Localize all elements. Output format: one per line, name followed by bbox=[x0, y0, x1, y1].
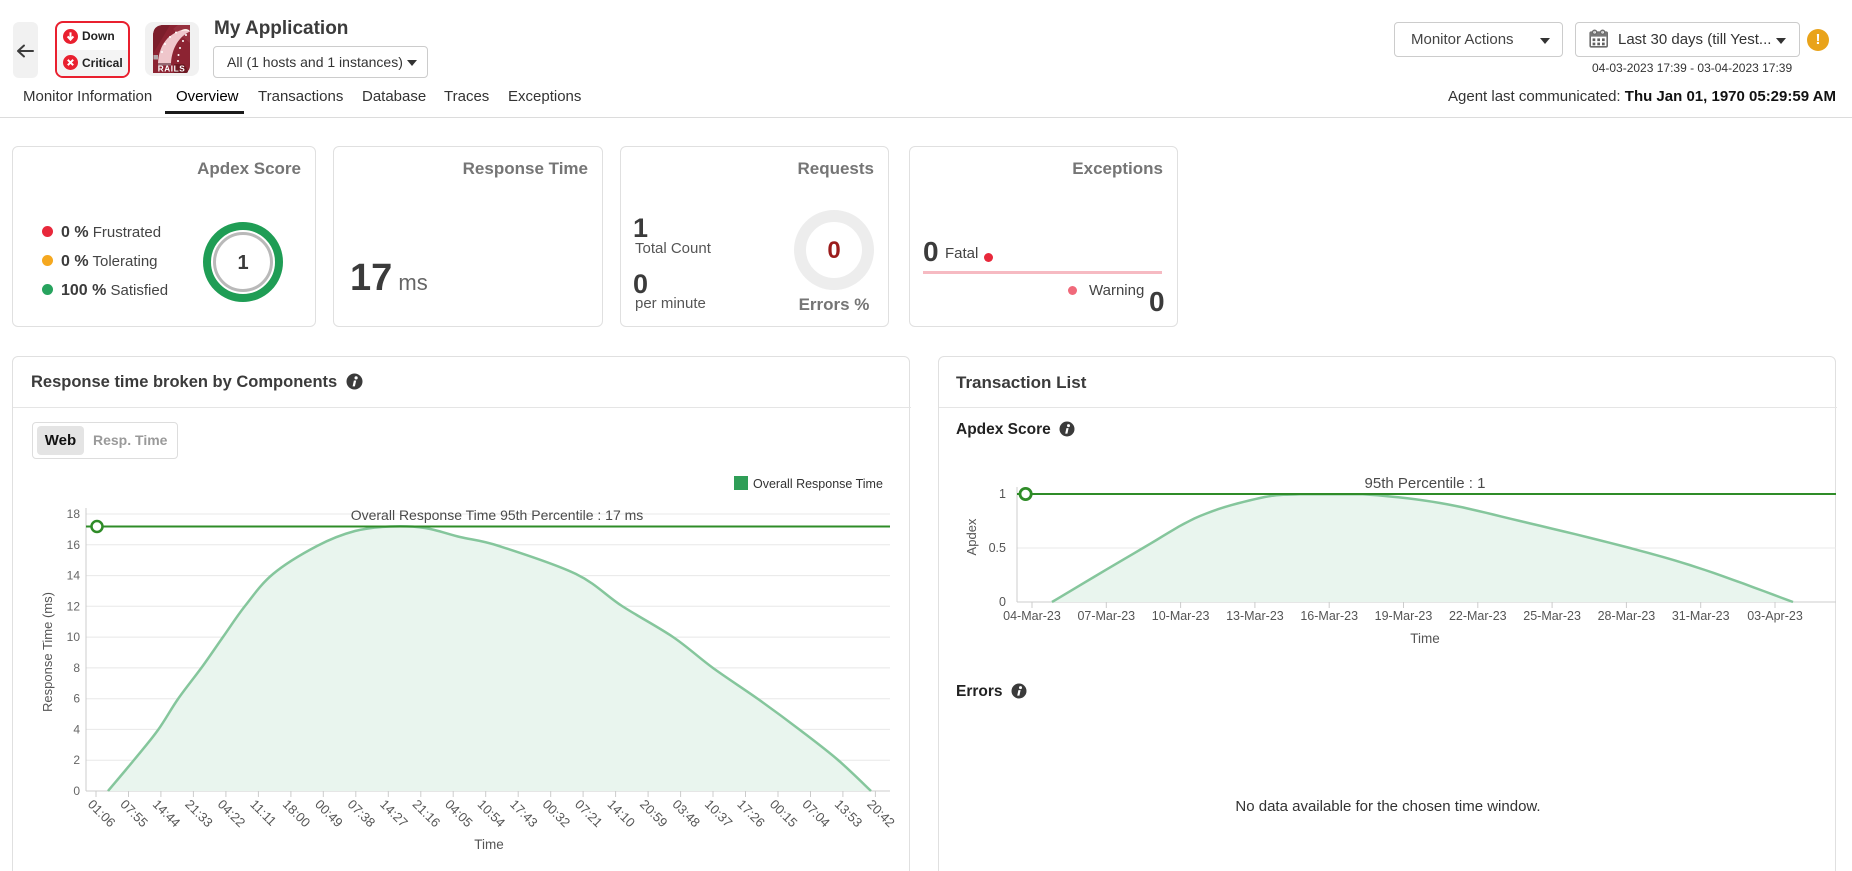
svg-text:04-Mar-23: 04-Mar-23 bbox=[1003, 609, 1061, 623]
svg-text:18:00: 18:00 bbox=[280, 797, 314, 831]
svg-text:13:53: 13:53 bbox=[832, 797, 866, 831]
svg-text:95th Percentile : 1: 95th Percentile : 1 bbox=[1365, 475, 1486, 492]
svg-text:10:37: 10:37 bbox=[702, 797, 736, 831]
svg-text:20:59: 20:59 bbox=[637, 797, 671, 831]
svg-text:01:06: 01:06 bbox=[85, 797, 119, 831]
svg-text:04:22: 04:22 bbox=[215, 797, 249, 831]
svg-text:1: 1 bbox=[237, 252, 248, 274]
svg-text:11:11: 11:11 bbox=[247, 797, 279, 829]
svg-text:22-Mar-23: 22-Mar-23 bbox=[1449, 609, 1507, 623]
svg-text:17:43: 17:43 bbox=[507, 797, 541, 831]
svg-text:Overall Response Time 95th Per: Overall Response Time 95th Percentile : … bbox=[351, 507, 644, 523]
svg-text:6: 6 bbox=[73, 692, 80, 706]
svg-text:00:15: 00:15 bbox=[767, 797, 801, 831]
svg-text:Time: Time bbox=[1410, 631, 1440, 646]
svg-text:04:05: 04:05 bbox=[442, 797, 476, 831]
svg-text:12: 12 bbox=[67, 599, 81, 613]
svg-text:07:38: 07:38 bbox=[345, 797, 379, 831]
svg-text:14:44: 14:44 bbox=[150, 797, 184, 831]
svg-text:20:42: 20:42 bbox=[864, 797, 898, 831]
svg-text:10: 10 bbox=[67, 630, 81, 644]
svg-text:Overall Response Time: Overall Response Time bbox=[753, 477, 883, 491]
svg-text:16-Mar-23: 16-Mar-23 bbox=[1300, 609, 1358, 623]
svg-text:0.5: 0.5 bbox=[989, 541, 1006, 555]
svg-text:25-Mar-23: 25-Mar-23 bbox=[1523, 609, 1581, 623]
svg-text:21:33: 21:33 bbox=[182, 797, 216, 831]
svg-text:RAILS: RAILS bbox=[158, 65, 186, 74]
svg-text:Response Time (ms): Response Time (ms) bbox=[40, 592, 55, 712]
svg-text:31-Mar-23: 31-Mar-23 bbox=[1672, 609, 1730, 623]
svg-text:19-Mar-23: 19-Mar-23 bbox=[1375, 609, 1433, 623]
svg-text:28-Mar-23: 28-Mar-23 bbox=[1598, 609, 1656, 623]
svg-text:03:48: 03:48 bbox=[669, 797, 703, 831]
svg-text:07:55: 07:55 bbox=[117, 797, 151, 831]
svg-text:Time: Time bbox=[474, 837, 504, 852]
svg-text:03-Apr-23: 03-Apr-23 bbox=[1747, 609, 1803, 623]
svg-text:13-Mar-23: 13-Mar-23 bbox=[1226, 609, 1284, 623]
svg-text:0: 0 bbox=[73, 784, 80, 798]
svg-text:Apdex: Apdex bbox=[964, 518, 979, 555]
svg-text:4: 4 bbox=[73, 722, 80, 736]
svg-text:14:10: 14:10 bbox=[604, 797, 638, 831]
svg-text:2: 2 bbox=[73, 753, 80, 767]
svg-text:00:32: 00:32 bbox=[540, 797, 574, 831]
svg-text:07:21: 07:21 bbox=[572, 797, 606, 831]
svg-text:10:54: 10:54 bbox=[475, 797, 509, 831]
svg-text:10-Mar-23: 10-Mar-23 bbox=[1152, 609, 1210, 623]
svg-text:14: 14 bbox=[67, 569, 81, 583]
svg-text:07-Mar-23: 07-Mar-23 bbox=[1077, 609, 1135, 623]
svg-text:17:26: 17:26 bbox=[734, 797, 768, 831]
svg-text:00:49: 00:49 bbox=[312, 797, 346, 831]
svg-text:1: 1 bbox=[999, 487, 1006, 501]
svg-text:07:04: 07:04 bbox=[799, 797, 833, 831]
svg-text:21:16: 21:16 bbox=[410, 797, 444, 831]
svg-text:8: 8 bbox=[73, 661, 80, 675]
svg-text:16: 16 bbox=[67, 538, 81, 552]
svg-text:18: 18 bbox=[67, 507, 81, 521]
svg-text:0: 0 bbox=[827, 237, 840, 264]
svg-text:0: 0 bbox=[999, 595, 1006, 609]
svg-text:14:27: 14:27 bbox=[377, 797, 411, 831]
